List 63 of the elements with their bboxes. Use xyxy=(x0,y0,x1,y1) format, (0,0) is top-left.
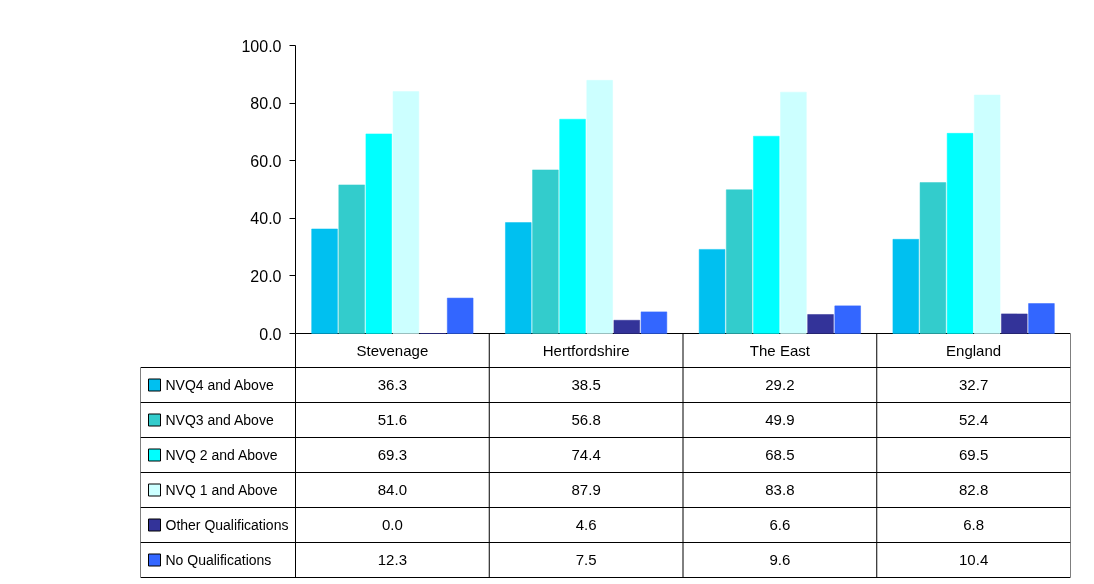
bar xyxy=(834,305,861,334)
y-tick-label: 60.0 xyxy=(250,152,282,170)
data-label: 7.5 xyxy=(575,551,597,568)
legend-label: NVQ 1 and Above xyxy=(165,482,278,498)
data-label: 52.4 xyxy=(959,411,989,428)
bar xyxy=(311,228,338,334)
legend-label: NVQ4 and Above xyxy=(165,377,274,393)
data-label: 4.6 xyxy=(575,516,597,533)
bar xyxy=(447,297,474,334)
data-label: 68.5 xyxy=(765,446,795,463)
y-tick-label: 20.0 xyxy=(250,267,282,285)
data-label: 38.5 xyxy=(571,376,601,393)
bar xyxy=(392,91,420,334)
y-tick-label: 80.0 xyxy=(250,95,282,113)
data-label: 51.6 xyxy=(377,411,407,428)
bar xyxy=(780,91,807,334)
bar xyxy=(919,182,947,334)
data-label: 36.3 xyxy=(377,376,407,393)
y-tick-label: 40.0 xyxy=(250,210,282,228)
x-tick-label: The East xyxy=(749,342,811,359)
data-label: 69.3 xyxy=(377,446,407,463)
x-tick-label: Hertfordshire xyxy=(542,342,630,359)
data-label: 29.2 xyxy=(765,376,795,393)
data-label: 6.6 xyxy=(769,516,791,533)
legend-label: NVQ 2 and Above xyxy=(165,447,278,463)
data-label: 83.8 xyxy=(765,481,795,498)
bar xyxy=(365,133,392,334)
bar xyxy=(559,118,586,334)
bar xyxy=(640,311,668,334)
data-label: 49.9 xyxy=(765,411,795,428)
x-tick-label: Stevenage xyxy=(356,342,429,359)
data-label: 69.5 xyxy=(959,446,989,463)
bar xyxy=(613,320,640,334)
data-label: 82.8 xyxy=(959,481,989,498)
data-label: 32.7 xyxy=(959,376,989,393)
bar xyxy=(1028,303,1055,334)
legend-label: Other Qualifications xyxy=(165,517,289,533)
bar xyxy=(892,239,919,334)
bar xyxy=(505,222,532,334)
bar xyxy=(974,94,1001,334)
bar xyxy=(532,169,559,334)
data-label: 9.6 xyxy=(769,551,791,568)
bar xyxy=(338,184,365,334)
bar xyxy=(807,314,834,334)
bar xyxy=(946,133,974,334)
y-tick-label: 0.0 xyxy=(259,325,282,343)
bar xyxy=(698,249,726,334)
x-tick-label: England xyxy=(946,342,1002,359)
data-label: 87.9 xyxy=(571,481,601,498)
data-label: 0.0 xyxy=(381,516,403,533)
data-label: 10.4 xyxy=(959,551,989,568)
data-label: 74.4 xyxy=(571,446,601,463)
legend-label: NVQ3 and Above xyxy=(165,412,274,428)
data-label: 6.8 xyxy=(963,516,985,533)
y-tick-label: 100.0 xyxy=(241,37,282,55)
bar xyxy=(726,189,753,334)
data-label: 12.3 xyxy=(377,551,407,568)
data-label: 84.0 xyxy=(377,481,407,498)
legend-label: No Qualifications xyxy=(165,552,272,568)
bar xyxy=(586,80,613,334)
data-label: 56.8 xyxy=(571,411,601,428)
bar xyxy=(1001,313,1028,334)
bar xyxy=(753,135,780,334)
